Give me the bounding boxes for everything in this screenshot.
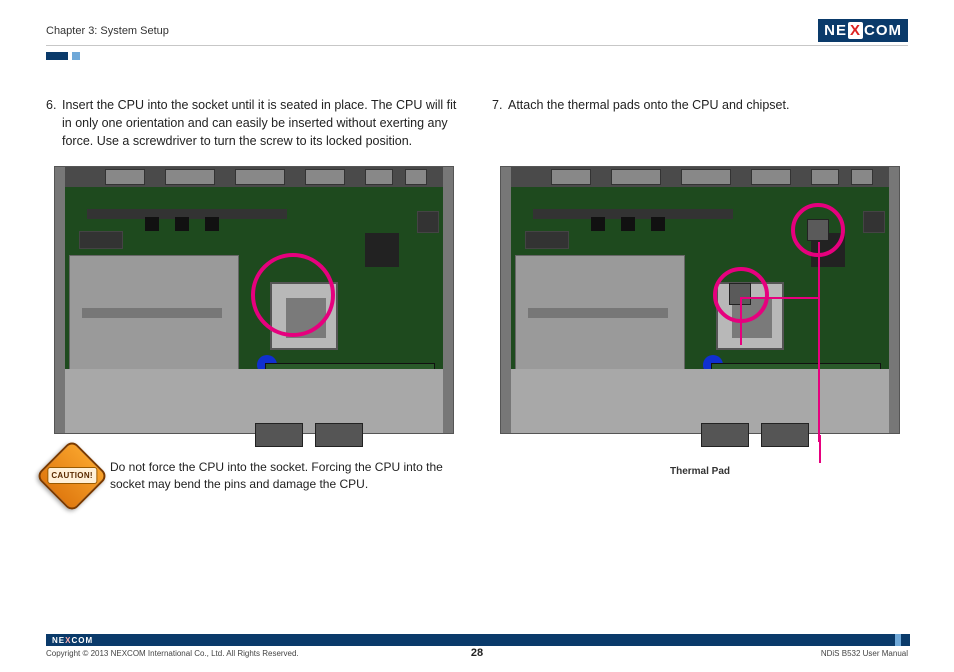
page-number: 28 [46,647,908,659]
accent-bar [72,52,80,60]
motherboard-image-right [500,166,900,434]
caution-text: Do not force the CPU into the socket. Fo… [110,459,462,493]
thermal-pad-label: Thermal Pad [492,466,908,477]
accent-bars [46,52,908,60]
step-text: Attach the thermal pads onto the CPU and… [508,96,908,152]
chipset [365,233,399,267]
footer-logo: NEXCOM [52,636,93,645]
step-text: Insert the CPU into the socket until it … [62,96,462,152]
page-header: Chapter 3: System Setup NE X COM [46,18,908,46]
chapter-title: Chapter 3: System Setup [46,25,169,37]
brand-logo: NE X COM [818,19,908,42]
accent-bar [46,52,68,60]
logo-x: X [848,22,863,39]
step-number: 6. [46,96,62,152]
logo-right: COM [864,22,902,39]
footer-bar: NEXCOM [46,634,908,646]
footer-logo-left: NE [52,636,65,645]
callout-line-icon [818,242,820,442]
highlight-cpu-socket-icon [251,253,335,337]
caution-note: CAUTION! Do not force the CPU into the s… [46,450,462,502]
callout-line-icon [819,435,821,463]
left-column: 6. Insert the CPU into the socket until … [46,96,462,502]
callout-line-icon [740,297,742,345]
right-column: 7. Attach the thermal pads onto the CPU … [492,96,908,502]
step-6: 6. Insert the CPU into the socket until … [46,96,462,152]
logo-box: NE X COM [818,19,908,42]
logo-left: NE [824,22,847,39]
footer-logo-right: COM [71,636,93,645]
caution-label: CAUTION! [47,467,97,484]
rear-io-panel [65,167,443,187]
caution-icon: CAUTION! [35,439,109,513]
step-number: 7. [492,96,508,152]
rear-io-panel [511,167,889,187]
callout-line-icon [740,297,820,299]
step-7: 7. Attach the thermal pads onto the CPU … [492,96,908,152]
page-footer: NEXCOM Copyright © 2013 NEXCOM Internati… [46,634,908,658]
motherboard-image-left [54,166,454,434]
